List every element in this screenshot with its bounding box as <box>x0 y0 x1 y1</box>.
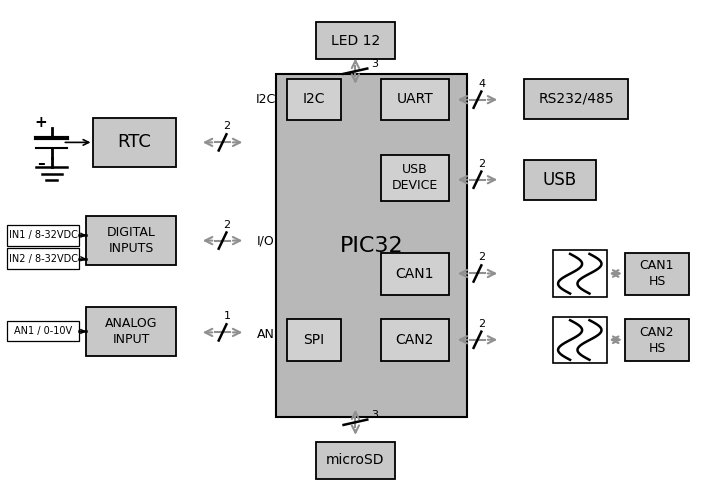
Text: I/O: I/O <box>257 234 274 247</box>
Bar <box>381 319 449 361</box>
Text: 2: 2 <box>478 252 485 262</box>
Text: microSD: microSD <box>326 453 385 467</box>
Text: USB
DEVICE: USB DEVICE <box>391 164 438 192</box>
Bar <box>316 442 395 479</box>
Text: IN2 / 8-32VDC: IN2 / 8-32VDC <box>9 254 78 264</box>
Bar <box>524 79 628 119</box>
Bar <box>381 79 449 120</box>
Text: 2: 2 <box>223 121 230 132</box>
Bar <box>316 22 395 59</box>
Text: 3: 3 <box>372 410 378 420</box>
Bar <box>381 155 449 201</box>
Text: ANALOG
INPUT: ANALOG INPUT <box>105 317 157 346</box>
Text: 1: 1 <box>223 311 230 322</box>
Bar <box>86 216 176 265</box>
Text: CAN2
HS: CAN2 HS <box>640 326 674 355</box>
Text: USB: USB <box>543 171 577 189</box>
Text: RS232/485: RS232/485 <box>538 92 614 106</box>
Text: SPI: SPI <box>304 333 325 347</box>
Bar <box>625 253 689 295</box>
Text: IN1 / 8-32VDC: IN1 / 8-32VDC <box>9 230 78 240</box>
Text: 2: 2 <box>223 219 230 230</box>
Text: –: – <box>37 157 45 171</box>
Text: 3: 3 <box>372 59 378 69</box>
Text: CAN1
HS: CAN1 HS <box>640 259 674 288</box>
Bar <box>381 253 449 295</box>
Bar <box>86 307 176 356</box>
Text: +: + <box>34 115 47 130</box>
Bar <box>276 74 467 417</box>
Text: AN: AN <box>257 328 274 341</box>
Text: LED 12: LED 12 <box>331 33 380 48</box>
Text: 4: 4 <box>478 79 485 89</box>
Bar <box>553 317 607 363</box>
Text: I2C: I2C <box>256 93 276 106</box>
Text: PIC32: PIC32 <box>340 236 404 255</box>
Bar <box>553 250 607 297</box>
Bar <box>524 160 596 200</box>
Bar <box>7 225 79 246</box>
Bar <box>625 319 689 361</box>
Text: DIGITAL
INPUTS: DIGITAL INPUTS <box>106 226 156 255</box>
Bar <box>7 248 79 269</box>
Text: 2: 2 <box>478 319 485 329</box>
Bar <box>287 79 341 120</box>
Bar <box>93 118 176 167</box>
Text: AN1 / 0-10V: AN1 / 0-10V <box>14 326 72 336</box>
Text: RTC: RTC <box>118 134 151 151</box>
Text: UART: UART <box>396 92 433 107</box>
Text: CAN2: CAN2 <box>396 333 434 347</box>
Text: CAN1: CAN1 <box>396 267 434 281</box>
Text: 2: 2 <box>478 159 485 169</box>
Bar <box>7 321 79 341</box>
Text: I2C: I2C <box>303 92 325 107</box>
Bar <box>287 319 341 361</box>
